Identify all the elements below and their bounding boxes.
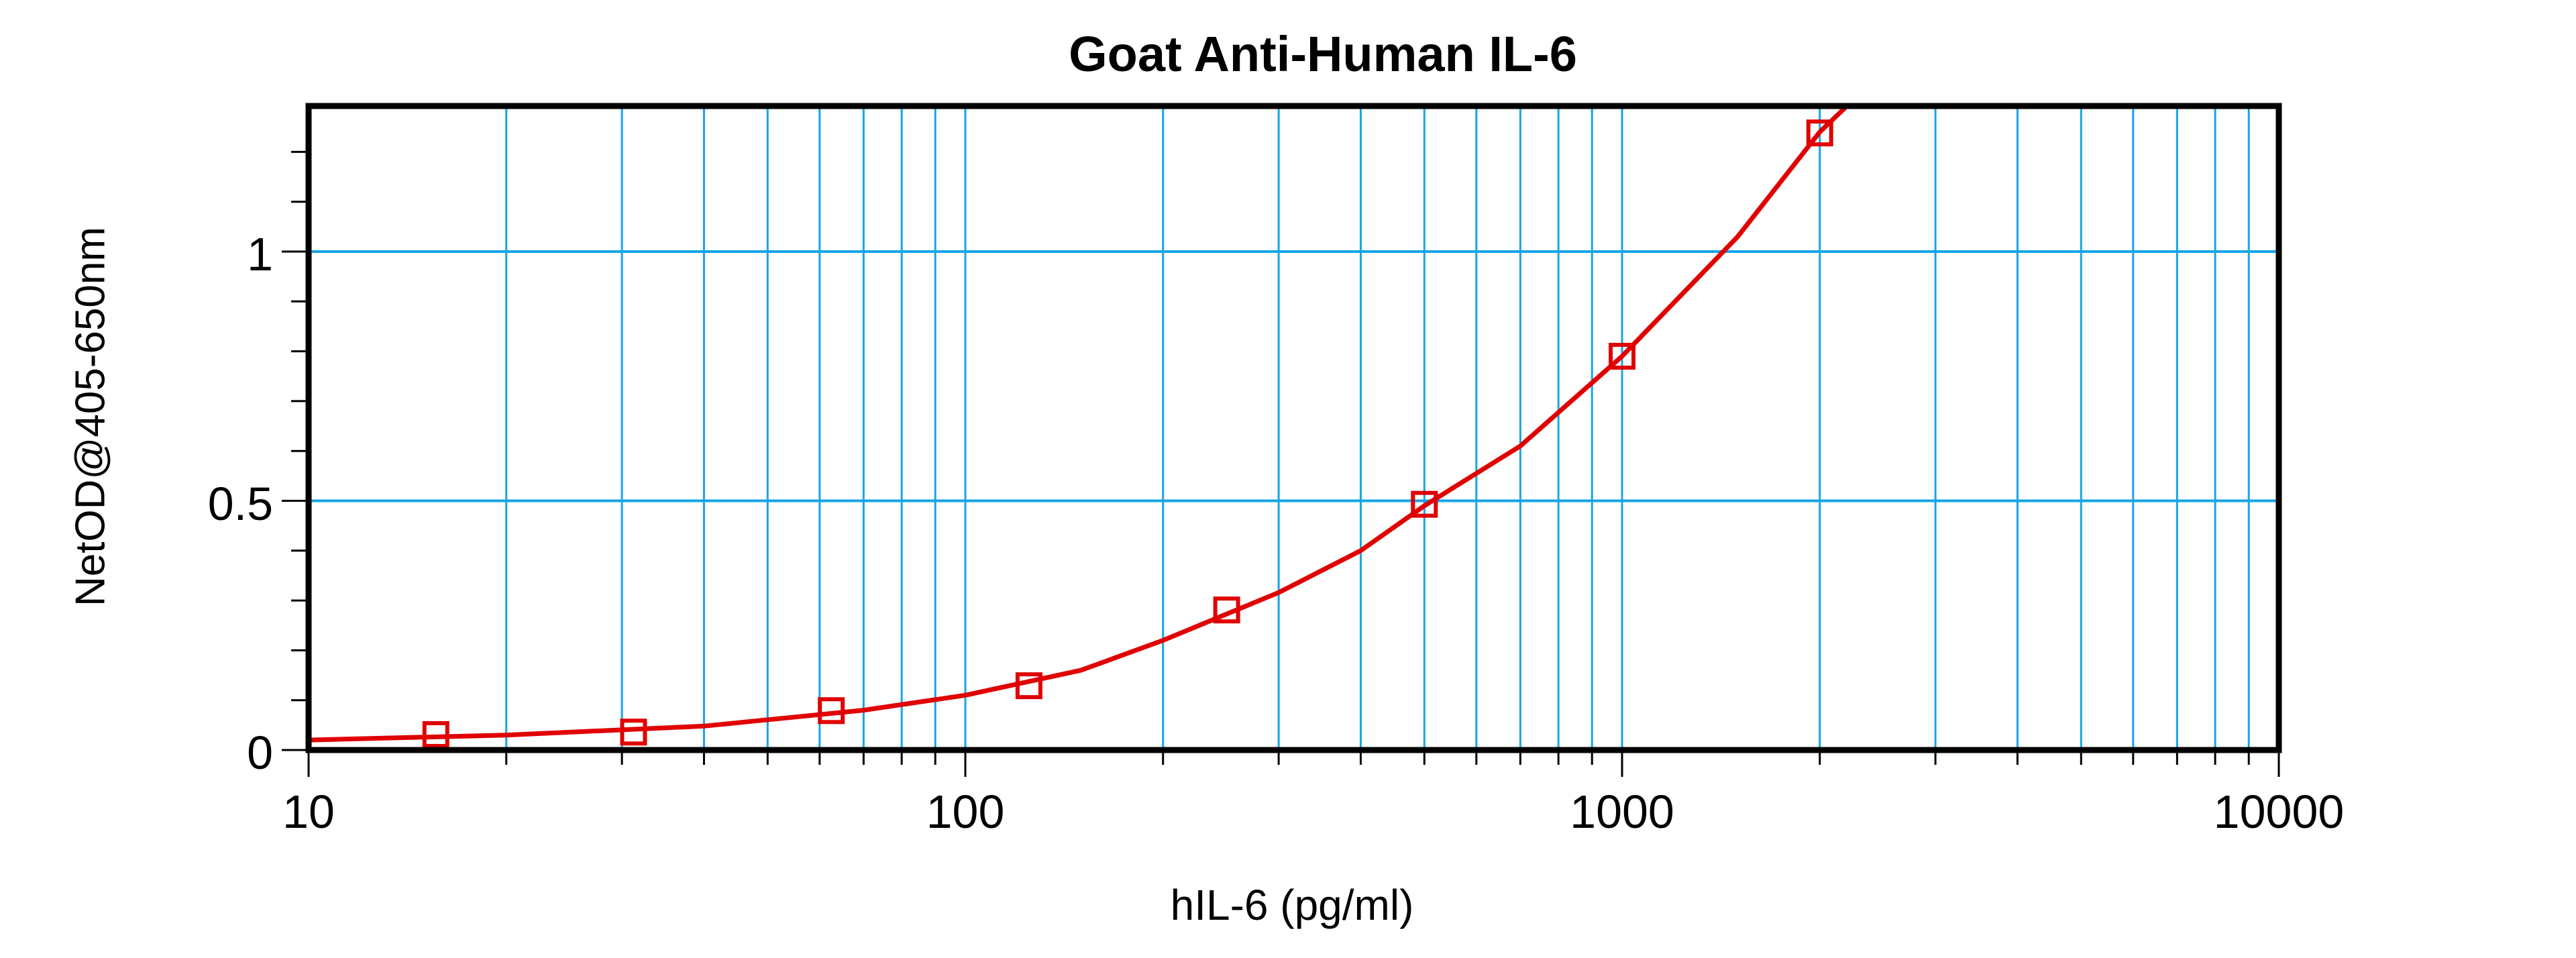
data-points [422, 119, 1833, 748]
x-tick-label: 1000 [1570, 786, 1674, 838]
data-point-marker [1411, 490, 1438, 518]
axes-frame [282, 103, 2282, 777]
y-tick-label: 0 [247, 727, 273, 779]
chart-title: Goat Anti-Human IL-6 [1069, 26, 1577, 82]
data-point-marker [620, 718, 647, 746]
y-tick-label: 1 [247, 228, 273, 280]
data-point-marker [1213, 596, 1240, 624]
x-tick-label: 10000 [2213, 786, 2345, 838]
y-tick-label: 0.5 [207, 477, 273, 530]
data-point-marker [1609, 343, 1635, 370]
x-axis-label: hIL-6 (pg/ml) [1170, 881, 1414, 929]
plot-frame [305, 103, 2282, 753]
fitted-curve [308, 104, 1849, 743]
grid-lines [309, 106, 2279, 750]
x-tick-label: 10 [282, 786, 335, 838]
data-point-marker [422, 721, 449, 748]
data-point-marker [1806, 119, 1833, 147]
data-point-marker [818, 697, 845, 725]
curve-line [308, 104, 1849, 743]
data-point-marker [1015, 672, 1042, 700]
x-tick-label: 100 [926, 786, 1005, 838]
y-axis-label: NetOD@405-650nm [67, 226, 114, 607]
